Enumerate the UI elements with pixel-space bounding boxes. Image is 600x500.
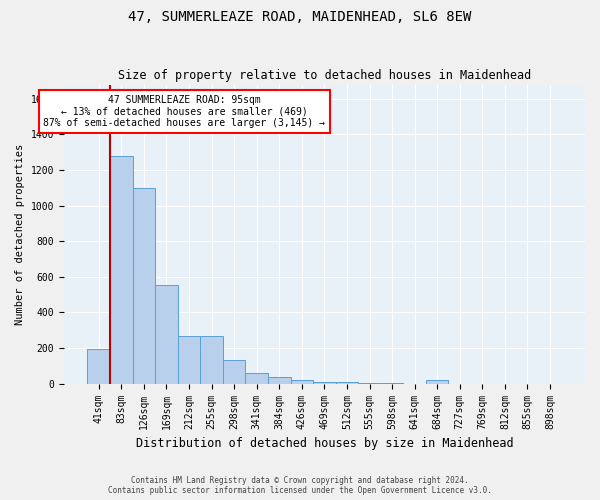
X-axis label: Distribution of detached houses by size in Maidenhead: Distribution of detached houses by size …	[136, 437, 513, 450]
Bar	[245, 373, 268, 384]
Bar	[155, 285, 178, 384]
Text: 47 SUMMERLEAZE ROAD: 95sqm
← 13% of detached houses are smaller (469)
87% of sem: 47 SUMMERLEAZE ROAD: 95sqm ← 13% of deta…	[43, 94, 325, 128]
Bar	[381, 383, 403, 384]
Text: Contains HM Land Registry data © Crown copyright and database right 2024.
Contai: Contains HM Land Registry data © Crown c…	[108, 476, 492, 495]
Bar	[178, 336, 200, 384]
Bar	[88, 348, 110, 384]
Bar	[335, 382, 358, 384]
Bar	[358, 382, 381, 384]
Text: 47, SUMMERLEAZE ROAD, MAIDENHEAD, SL6 8EW: 47, SUMMERLEAZE ROAD, MAIDENHEAD, SL6 8E…	[128, 10, 472, 24]
Bar	[290, 380, 313, 384]
Bar	[133, 188, 155, 384]
Bar	[313, 382, 335, 384]
Title: Size of property relative to detached houses in Maidenhead: Size of property relative to detached ho…	[118, 69, 531, 82]
Bar	[223, 360, 245, 384]
Bar	[200, 336, 223, 384]
Bar	[426, 380, 448, 384]
Bar	[268, 378, 290, 384]
Bar	[110, 156, 133, 384]
Y-axis label: Number of detached properties: Number of detached properties	[15, 144, 25, 325]
